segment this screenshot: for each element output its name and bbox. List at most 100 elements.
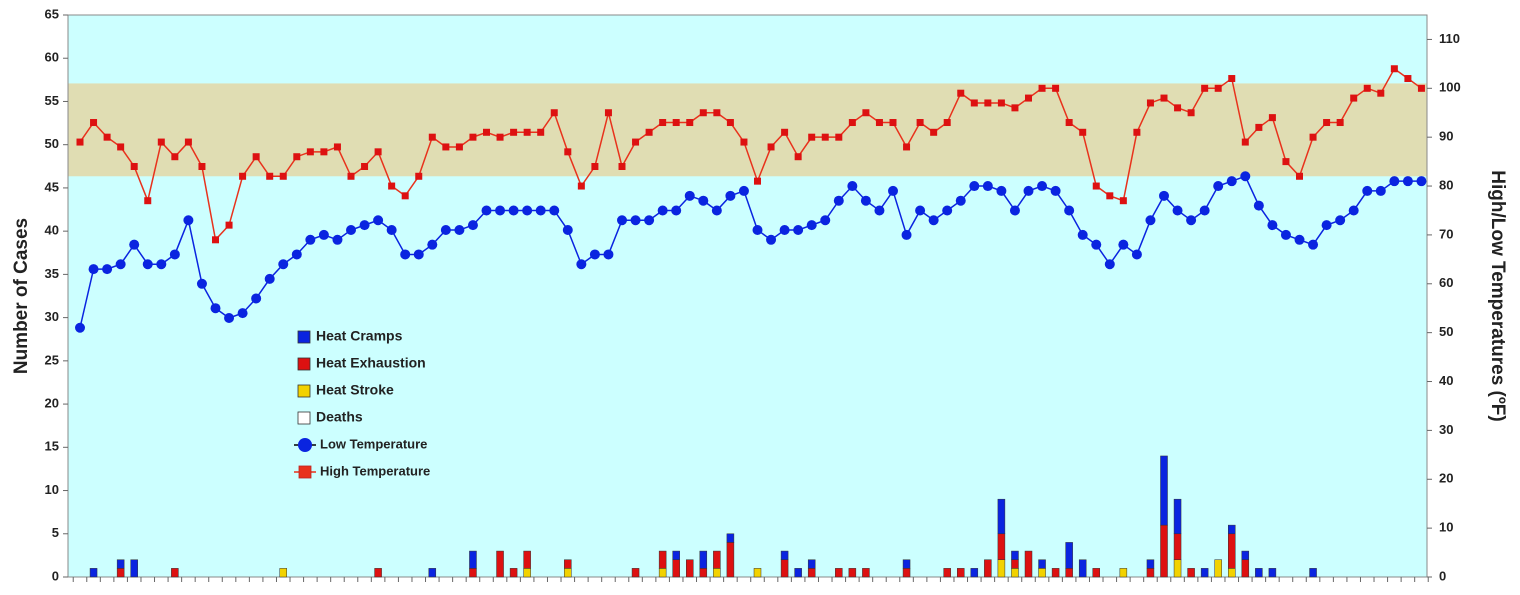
point — [537, 128, 545, 136]
point — [1268, 114, 1276, 122]
point — [1362, 185, 1373, 196]
point — [847, 181, 858, 192]
point — [373, 215, 384, 226]
bar-segment — [957, 568, 965, 578]
bar-segment — [374, 568, 382, 578]
y-tick-label: 20 — [45, 396, 59, 411]
point — [806, 220, 817, 231]
point — [549, 205, 560, 216]
point — [1241, 138, 1249, 146]
point — [427, 239, 438, 250]
point — [644, 215, 655, 226]
band — [68, 83, 1427, 177]
y2-tick-label: 10 — [1439, 520, 1453, 535]
point — [251, 293, 262, 304]
bar-segment — [116, 559, 125, 569]
point — [1348, 205, 1359, 216]
point — [576, 259, 587, 270]
legend-swatch — [297, 411, 311, 425]
bar-segment — [523, 568, 531, 578]
point — [1228, 75, 1236, 83]
point — [591, 162, 599, 170]
point — [672, 119, 680, 127]
point — [901, 229, 912, 240]
bar-segment — [807, 559, 816, 569]
y-tick-label: 55 — [45, 93, 59, 108]
point — [401, 192, 409, 200]
point — [1255, 123, 1263, 131]
point — [943, 119, 951, 127]
point — [820, 215, 831, 226]
point — [212, 236, 219, 244]
legend-label: High Temperature — [320, 463, 430, 478]
bar-segment — [1214, 559, 1222, 578]
point — [862, 109, 870, 117]
y-tick-label: 45 — [45, 179, 59, 194]
y-tick-label: 60 — [45, 50, 59, 65]
point — [442, 143, 450, 151]
y-tick-label: 10 — [45, 482, 59, 497]
point — [332, 234, 343, 245]
point — [793, 225, 804, 236]
point — [659, 119, 667, 127]
point — [1119, 197, 1127, 205]
bar-segment — [984, 559, 992, 578]
point — [386, 225, 397, 236]
point — [496, 133, 504, 141]
point — [522, 205, 533, 216]
bar-segment — [564, 559, 572, 569]
point — [400, 249, 411, 260]
point — [239, 172, 247, 180]
point — [888, 185, 898, 196]
point — [767, 143, 775, 151]
bar-segment — [943, 568, 951, 578]
point — [766, 234, 777, 245]
legend-label: Heat Cramps — [316, 328, 403, 344]
point — [1091, 239, 1102, 250]
point — [440, 225, 451, 236]
y2-tick-label: 100 — [1439, 80, 1461, 95]
point — [875, 119, 883, 127]
point — [603, 249, 614, 260]
line — [79, 67, 1422, 242]
point — [266, 172, 274, 180]
legend-marker — [298, 465, 312, 479]
bar-segment — [902, 568, 911, 578]
point — [564, 148, 572, 156]
point — [184, 138, 192, 146]
bar-segment — [279, 568, 287, 578]
point — [955, 195, 966, 206]
bar-segment — [658, 568, 667, 578]
bar-segment — [1228, 568, 1236, 578]
point — [1335, 215, 1346, 226]
point — [903, 143, 911, 151]
bar-segment — [794, 568, 802, 578]
point — [604, 109, 612, 117]
bar-segment — [1228, 524, 1236, 535]
bar-segment — [89, 568, 98, 578]
y2-tick-label: 20 — [1439, 471, 1453, 486]
legend-label: Deaths — [316, 409, 363, 425]
point — [130, 162, 138, 170]
bar-segment — [496, 550, 504, 578]
point — [90, 119, 98, 127]
bar-segment — [1024, 550, 1033, 578]
legend-label: Low Temperature — [320, 436, 427, 451]
point — [1065, 119, 1073, 127]
point — [1133, 128, 1141, 136]
y-tick-label: 65 — [45, 6, 59, 21]
legend-label: Heat Stroke — [316, 382, 394, 398]
bar-segment — [780, 550, 789, 560]
point — [1064, 205, 1075, 216]
bar-segment — [1119, 568, 1128, 578]
point — [183, 215, 194, 226]
point — [1052, 84, 1060, 92]
bar-segment — [428, 568, 437, 578]
point — [889, 119, 897, 127]
bar-segment — [1255, 568, 1263, 578]
point — [1226, 176, 1237, 187]
bar-segment — [1146, 568, 1155, 578]
point — [1375, 185, 1386, 196]
point — [535, 205, 546, 216]
